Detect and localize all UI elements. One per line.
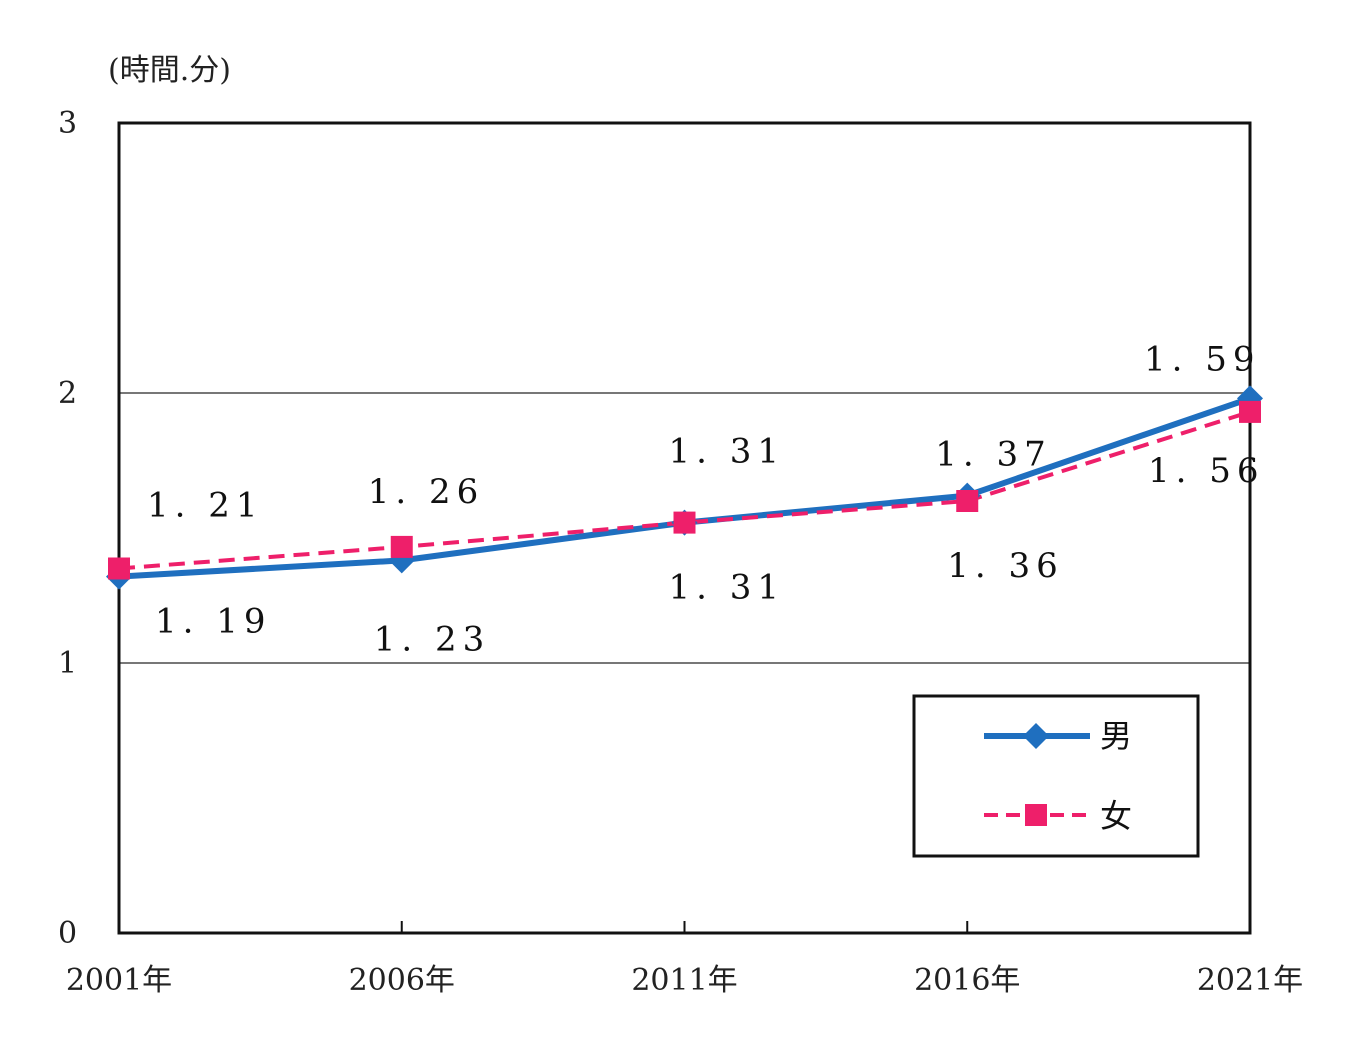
y-tick-label-2: 2 — [58, 376, 77, 411]
y-tick-label-0: 0 — [58, 916, 77, 951]
x-tick-label-1: 2006年 — [349, 963, 455, 998]
series-1-point-1 — [390, 535, 413, 558]
data-labels: 1. 19 1. 23 1. 31 1. 37 1. 59 1. 21 1. 26 1. 31… — [147, 339, 1265, 659]
data-label-s0-4: 1. 59 — [1144, 339, 1261, 379]
legend-label-female: 女 — [1100, 797, 1132, 835]
data-label-s0-1: 1. 23 — [374, 619, 491, 659]
series-line-1 — [118, 409, 1251, 571]
data-label-s1-4: 1. 56 — [1148, 451, 1265, 491]
series-1-point-2 — [673, 511, 696, 534]
data-label-s1-0: 1. 21 — [147, 486, 264, 526]
data-label-s0-2: 1. 31 — [669, 432, 786, 472]
data-label-s1-2: 1. 31 — [669, 568, 786, 608]
data-label-s1-1: 1. 26 — [368, 472, 485, 512]
y-axis-ticks: 0 1 2 3 — [58, 106, 77, 951]
unit-label: (時間.分) — [108, 53, 231, 88]
legend-label-male: 男 — [1100, 717, 1132, 755]
legend-marker-shape-1 — [1025, 804, 1047, 826]
legend-marker-shape-0 — [1023, 723, 1049, 749]
series-layer — [106, 385, 1263, 590]
y-tick-label-1: 1 — [58, 646, 77, 681]
x-tick-label-2: 2011年 — [631, 963, 737, 998]
legend-marker-male — [1023, 723, 1049, 749]
series-line-0 — [118, 395, 1251, 580]
series-1-point-3 — [956, 490, 979, 512]
data-label-s1-3: 1. 36 — [947, 546, 1064, 586]
series-1-point-0 — [108, 557, 130, 580]
grid-lines — [119, 392, 1250, 664]
legend: 男 女 — [912, 694, 1200, 858]
series-1-point-4 — [1239, 400, 1261, 423]
x-tick-label-4: 2021年 — [1197, 963, 1303, 998]
legend-box — [912, 694, 1200, 858]
data-label-s0-3: 1. 37 — [935, 435, 1052, 475]
x-axis-ticks: 2001年 2006年 2011年 2016年 2021年 — [66, 921, 1303, 998]
x-tick-label-3: 2016年 — [914, 963, 1020, 998]
data-label-s0-0: 1. 19 — [155, 602, 272, 642]
y-tick-label-3: 3 — [58, 106, 77, 141]
x-tick-label-0: 2001年 — [66, 963, 172, 998]
legend-marker-female — [1025, 804, 1047, 826]
